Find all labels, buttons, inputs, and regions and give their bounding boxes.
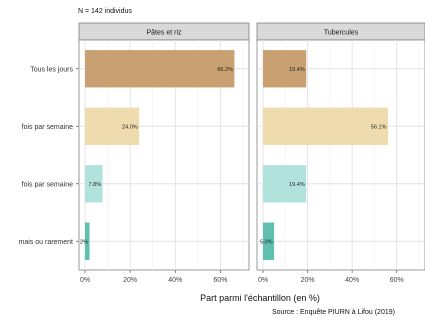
category-label: Tous les jours <box>30 66 73 73</box>
facet-strip-title: Pâtes et riz <box>146 30 182 37</box>
facet-strip-title: Tubercules <box>324 30 359 37</box>
bar-value-label: 24.0% <box>122 124 138 130</box>
x-tick-label: 0% <box>80 277 90 284</box>
x-tick-label: 40% <box>168 277 182 284</box>
bar-value-label: 19.4% <box>289 67 305 73</box>
x-tick-label: 40% <box>345 277 359 284</box>
x-axis-title: Part parmi l'échantillon (en %) <box>200 293 320 303</box>
bar <box>263 165 307 203</box>
category-label: fois par semaine <box>22 181 73 188</box>
category-axis-labels: Tous les jours fois par semaine fois par s… <box>19 66 79 246</box>
bar <box>85 107 140 145</box>
x-tick-label: 60% <box>213 277 227 284</box>
category-label: mais ou rarement <box>19 239 74 246</box>
bar <box>263 222 275 260</box>
bar-value-label: 7.8% <box>89 182 102 188</box>
facet-panel: Tubercules 19.4% 56.1% 19.4% 5.0% 0% 20% 40% 60% <box>256 22 425 284</box>
bar-value-label: 5.0% <box>260 239 273 245</box>
sample-size-note: N = 142 individus <box>78 8 132 15</box>
bar-value-label: 56.1% <box>371 124 387 130</box>
facet-panel: Pâtes et riz 66.2% 24.0% 7.8% 2% 0% 20% 40% 60% <box>78 22 250 284</box>
x-tick-label: 0% <box>258 277 268 284</box>
bar <box>263 107 389 145</box>
bar-value-label: 66.2% <box>217 67 233 73</box>
bar <box>85 222 90 260</box>
x-tick-label: 60% <box>390 277 404 284</box>
bar <box>263 50 307 88</box>
bar-value-label: 19.4% <box>289 182 305 188</box>
category-label: fois par semaine <box>22 124 73 131</box>
x-tick-label: 20% <box>123 277 137 284</box>
x-tick-label: 20% <box>301 277 315 284</box>
source-caption: Source : Enquête PIURN à Lifou (2019) <box>272 309 395 316</box>
bar-value-label: 2% <box>80 239 88 245</box>
bar <box>85 50 235 88</box>
bar <box>85 165 103 203</box>
